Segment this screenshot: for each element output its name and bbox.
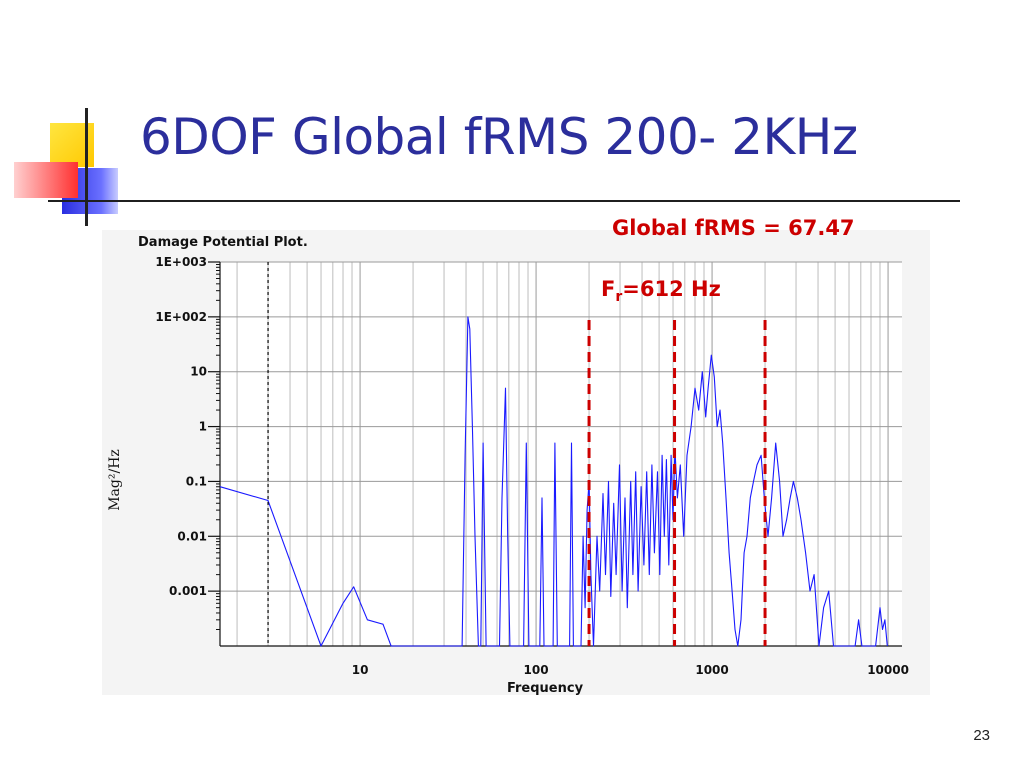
global-frms-annotation: Global fRMS = 67.47 [612,216,855,240]
fr-prefix: F [601,277,616,301]
page-number: 23 [973,727,990,744]
y-tick-label: 0.01 [177,529,207,543]
deco-red-square [14,162,78,198]
y-tick-label: 1E+003 [155,255,207,269]
y-tick-label: 0.001 [169,584,207,598]
x-tick-label: 1000 [695,663,728,677]
y-tick-label: 1 [199,420,207,434]
x-tick-label: 10 [352,663,369,677]
series-line [219,316,888,647]
fr-suffix: =612 Hz [622,277,721,301]
title-divider [48,200,960,202]
x-tick-label: 10000 [867,663,909,677]
slide-title: 6DOF Global fRMS 200- 2KHz [140,108,858,166]
plot-area [220,262,902,646]
fr-annotation: Fr=612 Hz [601,277,721,305]
y-tick-label: 10 [190,365,207,379]
fr-subscript: r [615,289,623,306]
y-tick-label: 0.1 [186,474,207,488]
x-axis-label: Frequency [507,681,584,696]
chart-title: Damage Potential Plot. [138,235,308,250]
x-tick-label: 100 [524,663,549,677]
deco-vertical-line [85,108,88,226]
y-axis-label: Mag²/Hz [107,449,123,511]
y-tick-label: 1E+002 [155,310,207,324]
